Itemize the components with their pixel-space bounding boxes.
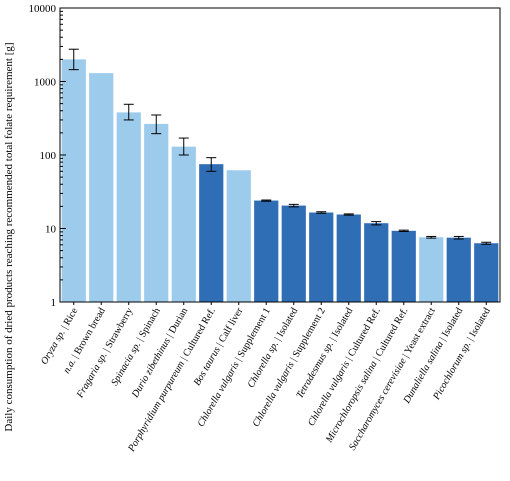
y-axis-title: Daily consumption of dried products reac…	[3, 42, 15, 431]
bars-layer	[61, 59, 499, 303]
bar	[446, 237, 471, 302]
category-label-species: Oryza sp.	[39, 328, 68, 367]
bar	[116, 112, 141, 302]
bar	[281, 205, 306, 302]
category-label-product: | Isolated	[326, 306, 355, 345]
y-tick-label: 1	[51, 297, 57, 309]
category-label-product: | Rice	[58, 306, 80, 334]
bar	[309, 212, 334, 302]
bar	[61, 59, 86, 303]
category-label-species: Bos taurus	[192, 345, 223, 388]
y-tick-label: 100	[40, 150, 57, 162]
bar	[336, 214, 361, 302]
bar	[199, 164, 224, 302]
category-label-species: Microchloropsis salina	[323, 359, 379, 445]
y-tick-label: 10000	[29, 3, 57, 15]
bar	[419, 237, 444, 302]
y-tick-label: 10	[45, 224, 57, 236]
category-label: Chlorella sp. | Isolated	[246, 306, 301, 390]
y-tick-label: 1000	[34, 77, 57, 89]
category-label: Spinacia sp. | Spinach	[109, 306, 163, 388]
bar	[391, 230, 416, 302]
bar	[474, 243, 499, 302]
category-label-species: Porphyridium purpureum	[126, 359, 187, 454]
bar	[226, 170, 251, 302]
category-label-product: | Isolated	[464, 306, 493, 345]
bar	[364, 223, 389, 302]
bar	[89, 73, 114, 302]
bar	[171, 146, 196, 302]
x-axis	[73, 302, 487, 305]
bar	[254, 200, 279, 302]
bar	[144, 123, 169, 302]
category-label-product: | Spinach	[134, 306, 163, 345]
category-label-product: | Durian	[163, 306, 190, 342]
y-axis: 1 10 100 1000 10000	[29, 3, 66, 309]
error-bars-layer	[68, 48, 492, 245]
category-label-product: | Isolated	[271, 306, 300, 345]
category-label-product: | Isolated	[436, 306, 465, 345]
category-label: Bos taurus | Calf liver	[192, 305, 246, 387]
